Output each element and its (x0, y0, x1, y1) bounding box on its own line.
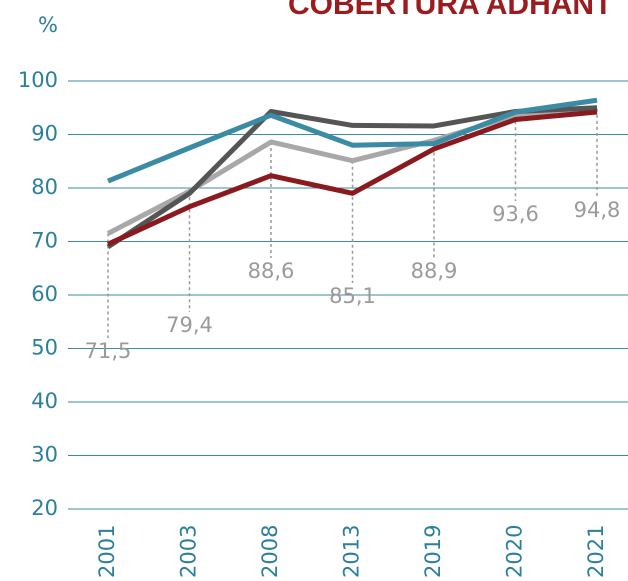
y-tick-label: 40 (31, 389, 58, 413)
value-label: 88,9 (411, 259, 458, 283)
y-tick-label: 30 (31, 443, 58, 467)
x-tick-label: 2013 (340, 525, 364, 578)
y-tick-label: 70 (31, 229, 58, 253)
series-line (107, 97, 598, 184)
y-tick-label: 80 (31, 175, 58, 199)
y-tick-label: 20 (31, 496, 58, 520)
y-tick-label: 90 (31, 122, 58, 146)
series-line (106, 109, 598, 247)
y-tick-label: 60 (31, 282, 58, 306)
y-axis-label: % (38, 13, 58, 37)
value-label: 85,1 (329, 284, 376, 308)
value-label: 71,5 (85, 339, 132, 363)
x-tick-label: 2008 (258, 525, 282, 578)
value-label: 79,4 (166, 313, 213, 337)
y-tick-label: 50 (31, 336, 58, 360)
chart-title: COBERTURA ADHANT (288, 0, 612, 21)
x-tick-label: 2003 (177, 525, 201, 578)
x-tick-label: 2019 (421, 525, 445, 578)
value-label: 93,6 (492, 202, 539, 226)
value-label: 94,8 (574, 198, 621, 222)
x-tick-label: 2020 (503, 525, 527, 578)
y-tick-label: 100 (18, 68, 58, 92)
x-tick-label: 2021 (584, 525, 608, 578)
value-label: 88,6 (248, 259, 295, 283)
x-tick-label: 2001 (95, 525, 119, 578)
